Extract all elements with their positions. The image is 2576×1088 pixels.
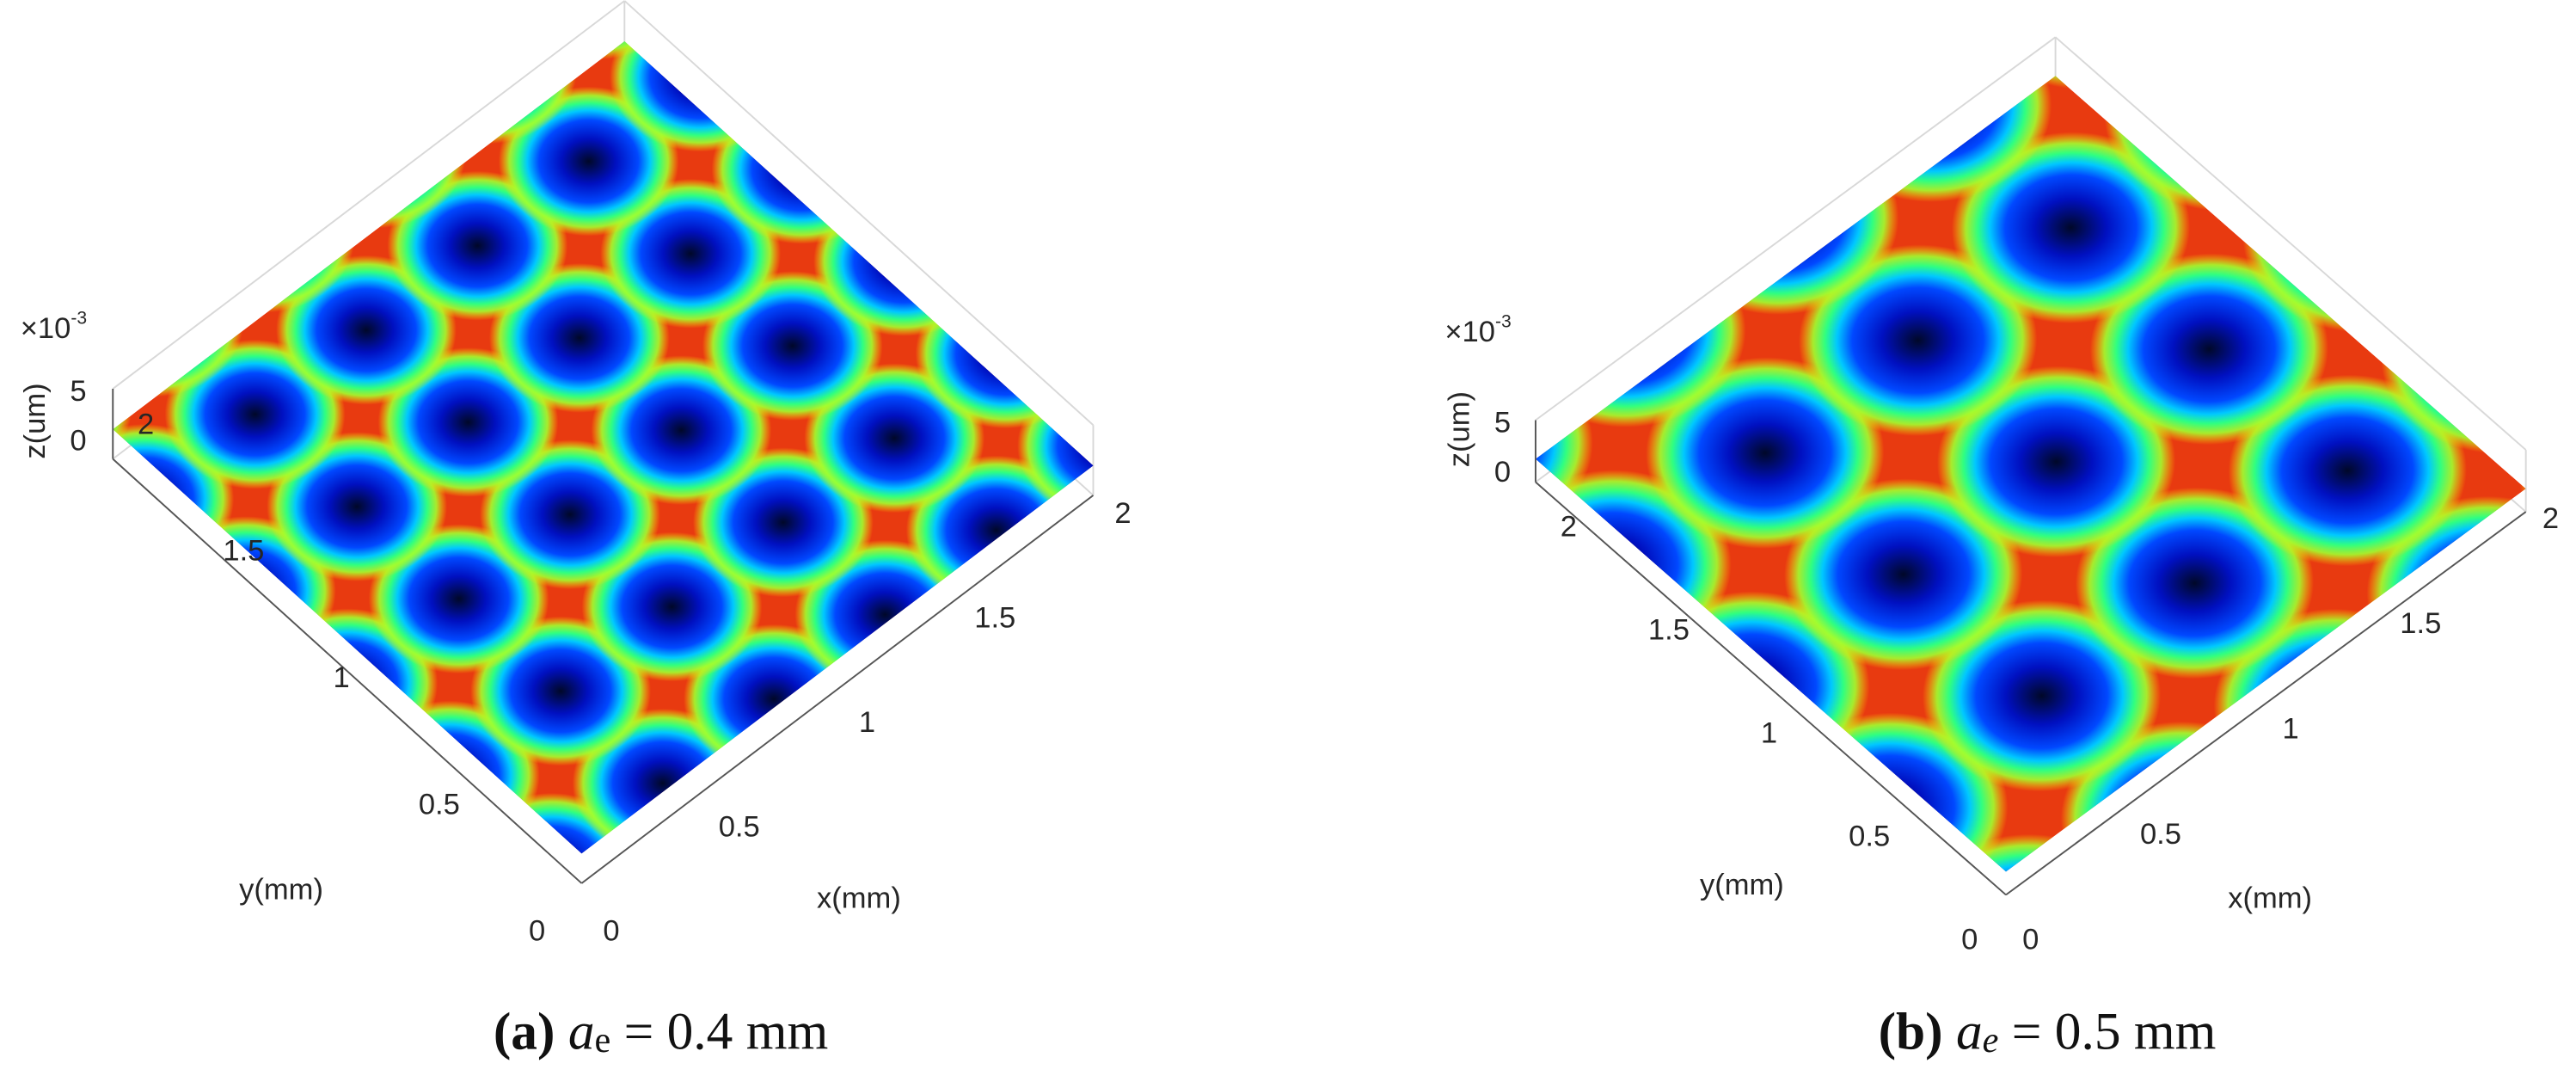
x-tick-label: 2 [1114,497,1131,530]
dimple [1922,599,2162,792]
box-edge [623,0,1095,427]
z-axis-label: z(um) [1444,391,1476,467]
x-axis-label: x(mm) [817,882,901,914]
dimple [934,40,1094,76]
y-tick-label: 1.5 [1648,613,1690,646]
surface-panel: 0 0.5 1 1.5 2 0 0.5 1 1.5 2 0 5 ×10-3 x(mm) y(mm) z(um)… [1028,0,2576,1061]
dimple [1784,478,2023,671]
surface [1028,0,2576,872]
box-edge [1535,36,2057,421]
dimple [2395,76,2526,220]
y-tick-label: 0.5 [1849,820,1890,852]
z-tick-label: 0 [70,425,86,458]
dimple [183,40,365,137]
dimple [113,71,253,221]
box-edge [2054,36,2527,451]
x-tick-label: 1.5 [2400,607,2441,640]
z-tick-label: 5 [1494,406,1511,439]
dimple [1779,0,2116,8]
caption: (b) ae = 0.5 mm [1879,1003,2217,1061]
dimple [1035,40,1094,168]
dimple [1334,0,1671,112]
multiplier-base: ×10 [1444,316,1495,348]
caption-value: = 0.5 mm [2012,1003,2217,1061]
dimple [1799,244,2038,436]
dimple [1203,172,1457,384]
y-tick-label: 0 [1961,923,1978,956]
dimple [1535,114,1608,306]
dimple [2499,0,2576,146]
y-tick-label: 0.5 [419,788,460,821]
y-axis-label: y(mm) [239,874,323,907]
dimple [0,32,77,243]
dimple [795,0,1050,14]
x-tick-label: 0.5 [719,810,760,843]
x-tick-label: 0 [603,915,619,948]
y-tick-label: 1 [1761,716,1777,749]
x-tick-label: 0.5 [2140,818,2181,851]
dimple [2070,0,2407,16]
y-tick-label: 2 [138,408,154,440]
multiplier-base: ×10 [21,312,71,345]
caption-subscript: e [1983,1020,1999,1060]
x-tick-label: 1 [2283,713,2299,746]
dimple [2075,487,2315,679]
dimple [2361,0,2576,25]
x-axis-label: x(mm) [2228,882,2312,914]
dimple [1646,357,1885,549]
dimple [1091,256,1346,468]
x-tick-label: 1 [859,706,875,739]
dimple [823,40,1003,160]
box-edge [112,0,625,390]
z-tick-label: 0 [1494,456,1511,489]
y-tick-label: 1 [334,661,350,694]
y-axis [1535,481,2007,896]
dimple [924,102,1094,252]
dimple [2485,110,2576,381]
dimple [1951,132,2191,323]
z-multiplier: ×10-3 [1444,311,1511,348]
caption-symbol: a [1956,1003,1983,1061]
dimple [2257,76,2496,99]
surface-panel: 0 0.5 1 1.5 2 0 0.5 1 1.5 2 0 5 ×10-3 x(mm) y(mm) z(um)… [0,0,1457,1061]
y-tick-label: 1.5 [223,535,264,568]
y-axis [112,458,583,884]
z-axis-label: z(um) [19,383,52,458]
dimple [1028,66,1365,337]
dimple [294,40,475,52]
dimple [2089,253,2328,446]
x-axis [580,495,1095,884]
dimple [1675,76,1914,81]
dimple [1027,194,1094,345]
caption-label: (b) [1879,1003,1943,1061]
dimple [113,155,142,305]
multiplier-exponent: -3 [1495,311,1512,331]
z-multiplier: ×10-3 [21,308,87,345]
y-tick-label: 0 [529,915,545,948]
x-tick-label: 2 [2542,502,2559,535]
z-tick-label: 5 [70,375,86,408]
dimple [1936,366,2176,558]
x-tick-label: 1.5 [974,601,1015,634]
dimple [2228,374,2467,567]
caption-value: = 0.4 mm [624,1003,829,1061]
dimple [721,40,902,68]
x-tick-label: 0 [2022,923,2039,956]
y-tick-label: 2 [1561,510,1577,543]
dimple [1535,76,1761,194]
caption-symbol: a [568,1003,595,1061]
dimple [113,40,262,44]
dimple [1101,79,1355,291]
dimple [113,40,151,128]
dimple [1181,0,1518,224]
multiplier-exponent: -3 [71,308,87,328]
caption-label: (a) [494,1003,555,1061]
y-axis-label: y(mm) [1700,869,1784,901]
x-axis [2005,511,2527,896]
caption: (a) ae = 0.4 mm [494,1003,828,1061]
caption-subscript: e [595,1020,611,1060]
